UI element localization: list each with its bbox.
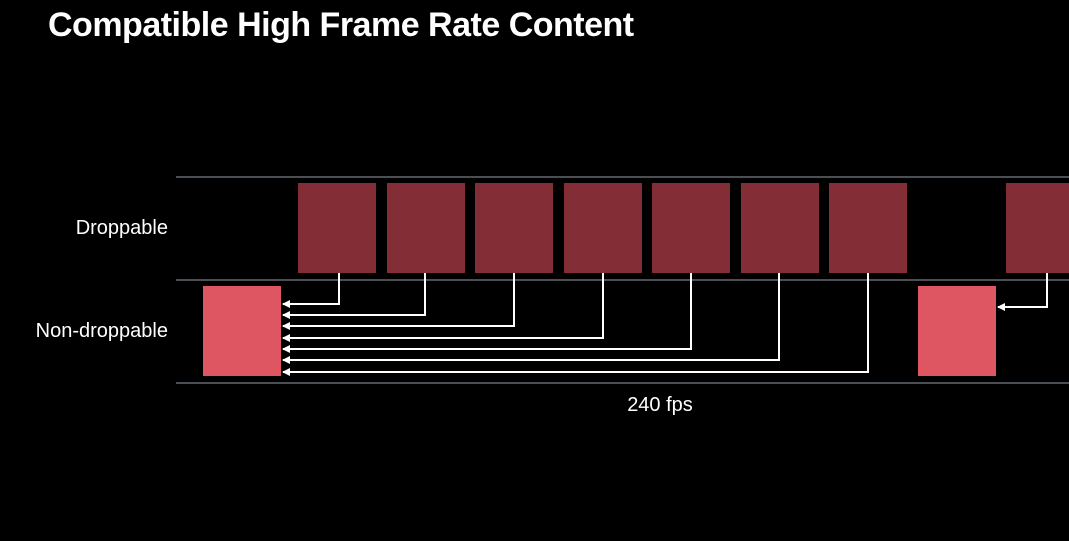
droppable-frame: [652, 183, 730, 273]
slide-title: Compatible High Frame Rate Content: [48, 6, 634, 44]
dependency-arrow: [282, 273, 340, 308]
droppable-frame: [741, 183, 819, 273]
dependency-arrow: [282, 273, 692, 353]
dependency-arrow: [282, 273, 869, 376]
non-droppable-frame: [203, 286, 281, 376]
non-droppable-row-label: Non-droppable: [35, 320, 168, 342]
dependency-arrow: [282, 273, 604, 342]
dependency-arrow: [997, 273, 1048, 311]
dependency-arrow: [282, 273, 780, 364]
droppable-row-label: Droppable: [75, 217, 168, 239]
droppable-frame: [387, 183, 465, 273]
droppable-frame: [564, 183, 642, 273]
droppable-frame: [298, 183, 376, 273]
dependency-arrow: [282, 273, 515, 330]
dependency-arrow: [282, 273, 426, 319]
droppable-frame: [829, 183, 907, 273]
droppable-frame: [475, 183, 553, 273]
non-droppable-frame: [918, 286, 996, 376]
droppable-frame: [1006, 183, 1069, 273]
frame-rate-label: 240 fps: [627, 394, 693, 416]
